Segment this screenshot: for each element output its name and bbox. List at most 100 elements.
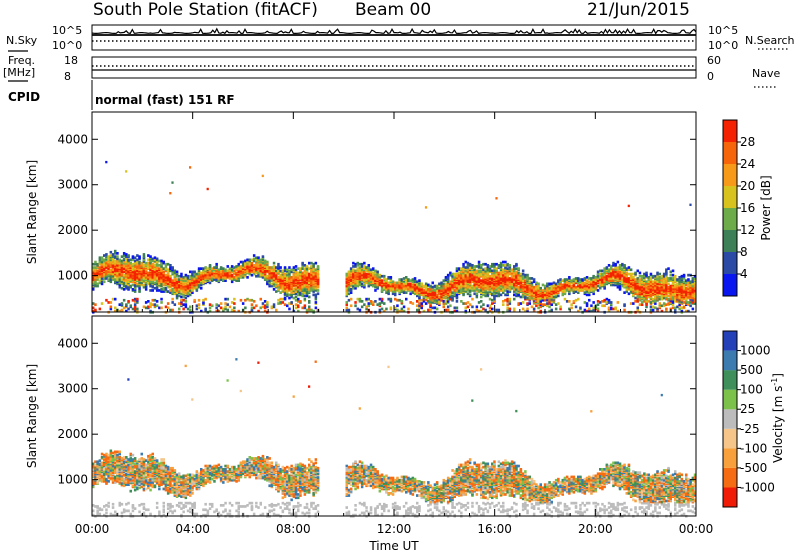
heatmap-cell [502, 278, 505, 281]
heatmap-cell [175, 291, 179, 294]
heatmap-cell [574, 298, 578, 302]
heatmap-cell [499, 264, 503, 267]
heatmap-cell [367, 279, 370, 282]
heatmap-cell [662, 272, 666, 276]
heatmap-cell [354, 286, 357, 290]
heatmap-cell [513, 297, 516, 301]
heatmap-cell [308, 281, 311, 285]
heatmap-cell [230, 265, 234, 268]
heatmap-cell [111, 274, 115, 278]
heatmap-cell [257, 256, 260, 260]
heatmap-cell [475, 265, 479, 268]
heatmap-cell [122, 306, 126, 310]
heatmap-cell [504, 273, 507, 277]
heatmap-cell [658, 297, 661, 301]
heatmap-cell [268, 276, 271, 279]
heatmap-cell [116, 269, 119, 273]
colorbar-swatch [723, 252, 737, 274]
heatmap-cell [645, 273, 648, 277]
heatmap-cell [394, 290, 397, 293]
heatmap-cell [491, 274, 494, 278]
heatmap-cell [217, 268, 221, 272]
heatmap-cell [303, 291, 307, 294]
heatmap-cell [184, 305, 188, 309]
heatmap-cell [360, 282, 364, 286]
heatmap-cell [277, 269, 280, 273]
heatmap-cell [438, 301, 441, 304]
heatmap-cell [197, 278, 201, 281]
heatmap-cell [491, 298, 494, 302]
heatmap-cell [263, 300, 267, 303]
heatmap-cell [189, 289, 192, 292]
heatmap-cell [138, 286, 141, 290]
heatmap-cell [685, 279, 688, 282]
heatmap-cell [548, 282, 551, 286]
heatmap-cell [455, 269, 459, 273]
heatmap-cell [380, 297, 384, 301]
heatmap-cell [164, 265, 168, 268]
heatmap-cell [607, 268, 611, 272]
heatmap-cell [118, 285, 121, 289]
heatmap-cell [654, 289, 657, 292]
heatmap-cell [219, 306, 223, 310]
heatmap-cell [475, 269, 479, 273]
heatmap-cell [563, 278, 567, 281]
heatmap-cell [189, 305, 192, 309]
heatmap-cell [136, 309, 139, 313]
heatmap-cell [585, 309, 589, 313]
heatmap-cell [468, 293, 472, 297]
heatmap-cell [471, 266, 474, 269]
heatmap-cell [451, 296, 454, 300]
heatmap-cell [449, 304, 452, 308]
heatmap-cell [164, 267, 168, 270]
heatmap-cell [169, 289, 172, 292]
heatmap-cell [160, 282, 163, 286]
heatmap-cell [418, 304, 421, 308]
heatmap-cell [316, 270, 320, 274]
heatmap-cell [407, 278, 410, 281]
heatmap-cell [250, 267, 254, 270]
heatmap-cell [431, 281, 434, 285]
heatmap-cell [524, 276, 527, 279]
heatmap-cell [131, 283, 135, 287]
heatmap-cell [682, 294, 686, 298]
heatmap-cell [660, 304, 664, 308]
heatmap-cell [515, 262, 518, 266]
heatmap-cell [133, 305, 137, 309]
heatmap-cell [693, 283, 697, 287]
heatmap-cell [169, 192, 172, 195]
heatmap-cell [233, 306, 236, 310]
colorbar-tick-label: 4 [740, 267, 748, 281]
heatmap-cell [349, 291, 353, 294]
heatmap-cell [612, 264, 615, 267]
heatmap-cell [345, 308, 348, 312]
heatmap-cell [365, 272, 368, 276]
cpid-label: CPID [8, 90, 40, 104]
heatmap-cell [462, 292, 465, 296]
heatmap-cell [127, 283, 130, 287]
heatmap-cell [649, 308, 653, 312]
heatmap-cell [517, 273, 520, 277]
heatmap-cell [528, 280, 531, 284]
heatmap-cell [191, 273, 194, 277]
heatmap-cell [248, 269, 251, 273]
heatmap-cell [305, 292, 309, 296]
heatmap-cell [92, 302, 95, 305]
heatmap-cell [632, 276, 635, 279]
heatmap-cell [678, 276, 681, 279]
heatmap-cell [559, 280, 562, 284]
heatmap-cell [568, 281, 571, 285]
heatmap-cell [610, 272, 613, 276]
heatmap-cell [226, 303, 229, 306]
heatmap-cell [402, 277, 406, 280]
heatmap-cell [136, 258, 139, 262]
heatmap-cell [482, 286, 485, 290]
heatmap-cell [288, 272, 291, 276]
heatmap-cell [178, 280, 181, 284]
heatmap-cell [618, 282, 622, 286]
heatmap-cell [94, 463, 97, 467]
heatmap-cell [480, 300, 483, 303]
heatmap-cell [314, 297, 318, 301]
heatmap-cell [552, 281, 556, 285]
heatmap-cell [671, 277, 675, 280]
